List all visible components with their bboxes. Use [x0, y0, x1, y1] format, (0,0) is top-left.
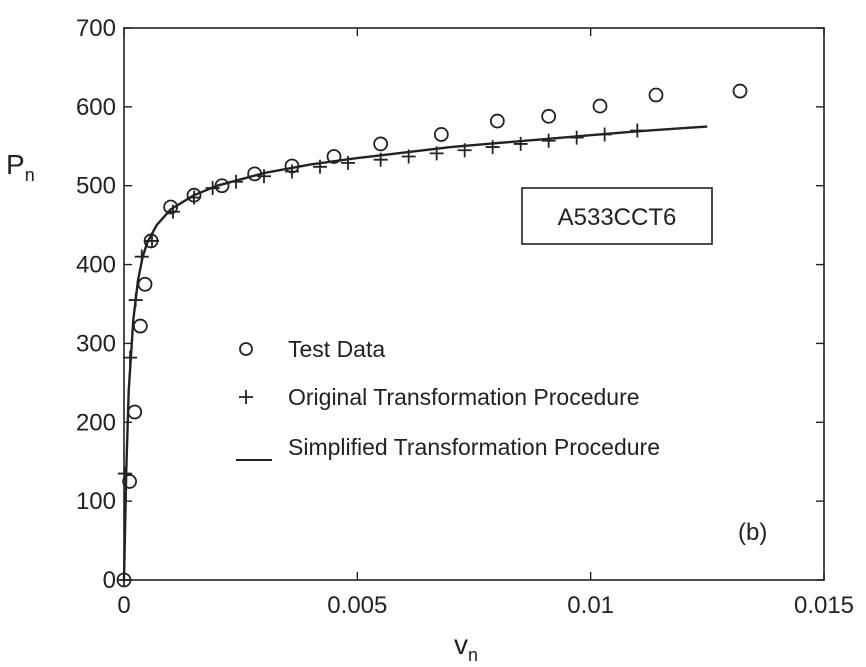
circle-point: [373, 136, 389, 152]
plus-point: [513, 136, 528, 151]
circle-point: [122, 474, 138, 489]
legend: Test Data Original Transformation Proced…: [236, 336, 660, 461]
circle-point: [732, 83, 748, 99]
circle-point: [116, 572, 132, 588]
annotation-panel-label: (b): [738, 519, 767, 546]
x-tick-label: 0.005: [327, 592, 387, 619]
plus-point: [128, 293, 143, 308]
y-axis-label: Pn: [6, 149, 35, 185]
annotation-box: [521, 187, 713, 245]
x-tick-label: 0.015: [794, 592, 854, 619]
y-tick-label: 200: [76, 409, 116, 436]
x-tick-label: 0: [117, 592, 130, 619]
plus-point: [457, 143, 472, 158]
circle-point: [137, 276, 153, 292]
legend-label-test-data: Test Data: [288, 336, 385, 362]
x-tick-label: 0.01: [567, 592, 614, 619]
plus-point: [541, 133, 556, 148]
circle-point: [132, 318, 148, 334]
circle-point: [127, 404, 143, 420]
series-test-data: [116, 83, 748, 588]
circle-point: [247, 166, 263, 182]
y-tick-label: 700: [76, 15, 116, 42]
y-tick-label: 100: [76, 488, 116, 515]
x-axis-label: vn: [454, 629, 478, 665]
plus-point: [401, 149, 416, 164]
legend-marker-test-data: [239, 342, 253, 356]
plus-point: [257, 169, 271, 184]
plot-frame: [123, 27, 825, 581]
plus-point: [597, 127, 612, 142]
circle-point: [163, 199, 179, 215]
plus-point: [373, 152, 388, 167]
plus-point: [117, 573, 131, 587]
plus-point: [123, 350, 138, 365]
circle-point: [541, 108, 557, 124]
annotation-specimen: A533CCT6: [558, 204, 677, 231]
legend-marker-original: [239, 390, 253, 404]
plus-point: [134, 249, 149, 264]
plus-point: [117, 466, 132, 481]
plus-point: [205, 181, 220, 196]
circle-point: [214, 178, 230, 194]
y-tick-label: 0: [103, 567, 116, 594]
circle-point: [648, 87, 664, 103]
series-original-transformation: [117, 123, 645, 587]
circle-point: [143, 233, 159, 249]
plus-point: [313, 159, 327, 174]
circle-point: [186, 187, 202, 203]
plus-point: [341, 155, 355, 170]
y-tick-label: 400: [76, 252, 116, 279]
plus-point: [569, 130, 584, 145]
circle-point: [326, 149, 342, 164]
legend-label-original: Original Transformation Procedure: [288, 384, 640, 410]
legend-label-simplified: Simplified Transformation Procedure: [288, 434, 660, 460]
plus-point: [429, 146, 444, 161]
y-tick-label: 600: [76, 94, 116, 121]
circle-point: [433, 127, 449, 142]
y-axis-ticks: 0 100 200 300 400 500 600 700: [76, 15, 824, 594]
y-tick-label: 300: [76, 330, 116, 357]
y-tick-label: 500: [76, 173, 116, 200]
plus-point: [166, 204, 180, 219]
x-axis-ticks: 0 0.005 0.01 0.015: [117, 28, 854, 619]
plus-point: [485, 140, 500, 155]
circle-point: [284, 158, 300, 174]
circle-point: [592, 98, 608, 114]
circle-point: [489, 113, 505, 129]
plus-point: [630, 123, 645, 138]
plus-point: [229, 174, 243, 189]
